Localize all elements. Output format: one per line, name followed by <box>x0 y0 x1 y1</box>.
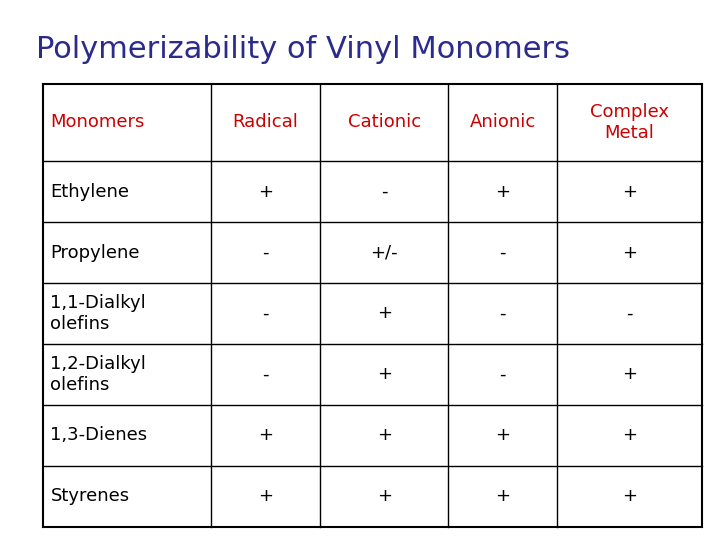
Text: Cationic: Cationic <box>348 113 420 131</box>
Text: Monomers: Monomers <box>50 113 145 131</box>
Text: +: + <box>622 244 637 261</box>
Text: Ethylene: Ethylene <box>50 183 130 201</box>
Text: +: + <box>495 426 510 444</box>
Text: Propylene: Propylene <box>50 244 140 261</box>
Text: +: + <box>258 487 273 505</box>
Text: -: - <box>262 365 269 383</box>
Text: Anionic: Anionic <box>469 113 536 131</box>
Text: +/-: +/- <box>370 244 398 261</box>
Text: -: - <box>500 244 506 261</box>
Text: 1,2-Dialkyl
olefins: 1,2-Dialkyl olefins <box>50 355 146 394</box>
Text: +: + <box>377 305 392 322</box>
Text: +: + <box>622 183 637 201</box>
Text: Polymerizability of Vinyl Monomers: Polymerizability of Vinyl Monomers <box>36 35 570 64</box>
Text: -: - <box>262 305 269 322</box>
Text: Radical: Radical <box>233 113 299 131</box>
Text: +: + <box>622 365 637 383</box>
Text: +: + <box>377 365 392 383</box>
Text: -: - <box>500 365 506 383</box>
Text: +: + <box>495 487 510 505</box>
Text: +: + <box>377 487 392 505</box>
Text: -: - <box>626 305 633 322</box>
Text: +: + <box>495 183 510 201</box>
Text: Complex
Metal: Complex Metal <box>590 103 669 142</box>
Text: +: + <box>258 183 273 201</box>
Text: 1,3-Dienes: 1,3-Dienes <box>50 426 148 444</box>
Text: Styrenes: Styrenes <box>50 487 130 505</box>
Text: -: - <box>500 305 506 322</box>
Text: +: + <box>622 487 637 505</box>
Text: +: + <box>622 426 637 444</box>
Text: -: - <box>381 183 387 201</box>
Text: +: + <box>258 426 273 444</box>
Text: +: + <box>377 426 392 444</box>
Text: 1,1-Dialkyl
olefins: 1,1-Dialkyl olefins <box>50 294 146 333</box>
Text: -: - <box>262 244 269 261</box>
